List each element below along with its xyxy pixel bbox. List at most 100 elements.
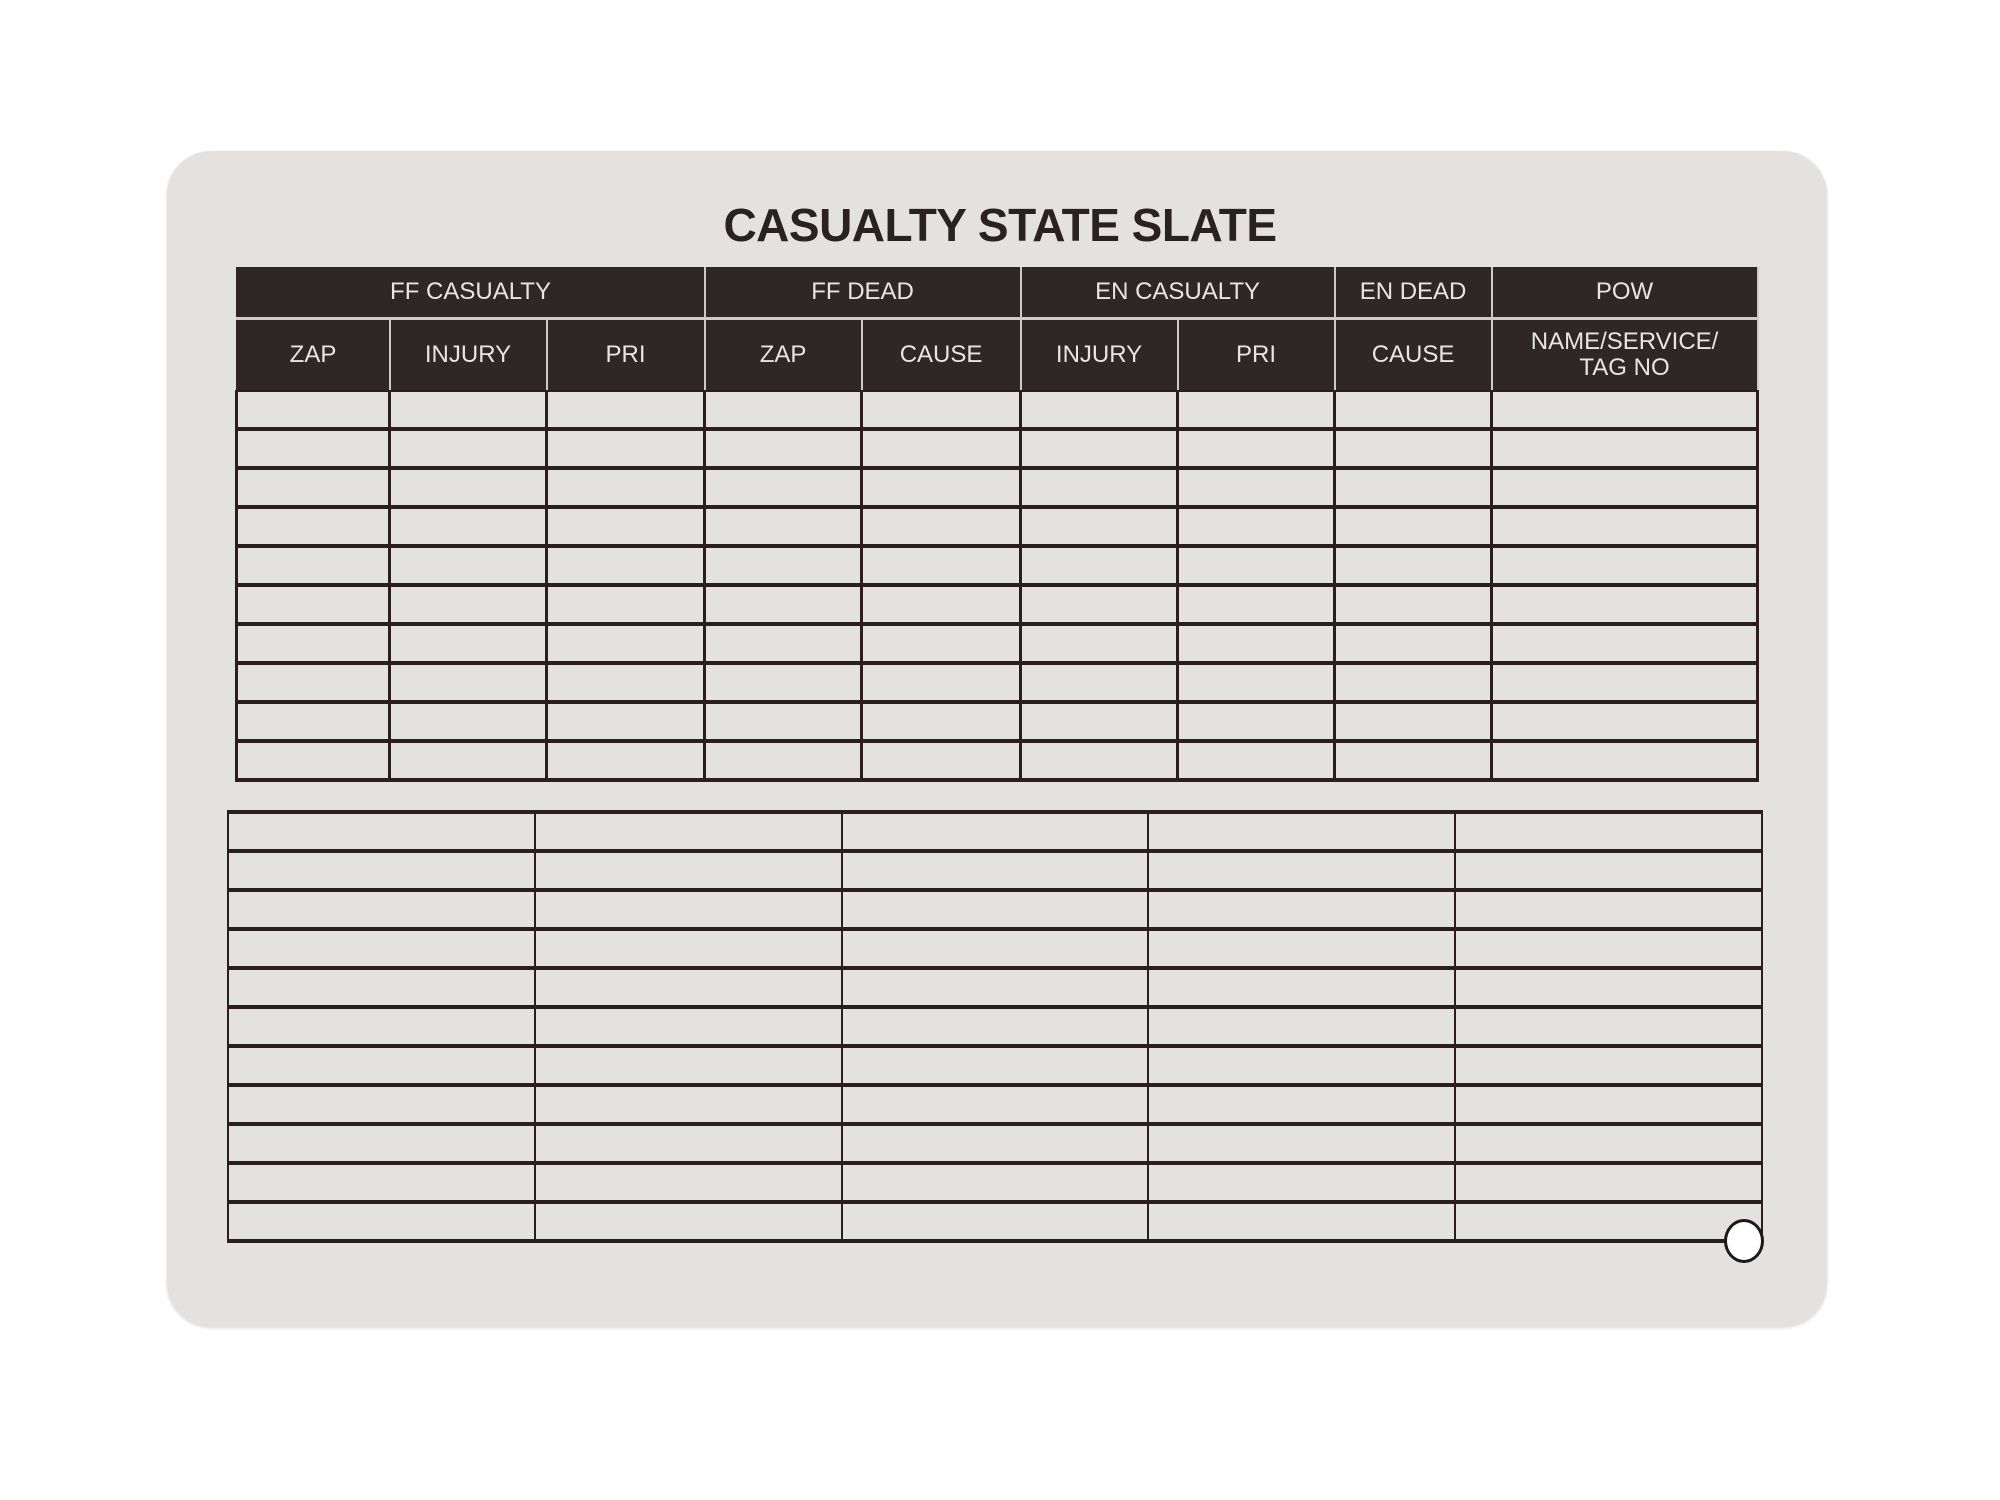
notes-entry-cell[interactable]	[1147, 1083, 1457, 1126]
casualty-entry-cell[interactable]	[1176, 623, 1337, 665]
casualty-entry-cell[interactable]	[703, 390, 864, 431]
notes-entry-cell[interactable]	[1454, 1083, 1763, 1126]
casualty-entry-cell[interactable]	[703, 545, 864, 587]
casualty-entry-cell[interactable]	[1176, 428, 1337, 470]
casualty-entry-cell[interactable]	[388, 740, 548, 782]
casualty-entry-cell[interactable]	[860, 623, 1023, 665]
casualty-entry-cell[interactable]	[1176, 662, 1337, 704]
notes-entry-cell[interactable]	[1454, 966, 1763, 1009]
casualty-entry-cell[interactable]	[544, 506, 707, 548]
notes-entry-cell[interactable]	[533, 1122, 843, 1165]
notes-entry-cell[interactable]	[227, 849, 536, 892]
notes-entry-cell[interactable]	[1454, 1161, 1763, 1204]
casualty-entry-cell[interactable]	[235, 623, 391, 665]
casualty-entry-cell[interactable]	[860, 467, 1023, 509]
casualty-entry-cell[interactable]	[1019, 662, 1180, 704]
casualty-entry-cell[interactable]	[1176, 506, 1337, 548]
notes-entry-cell[interactable]	[533, 1044, 843, 1087]
casualty-entry-cell[interactable]	[1333, 584, 1494, 626]
notes-entry-cell[interactable]	[227, 1161, 536, 1204]
casualty-entry-cell[interactable]	[235, 740, 391, 782]
casualty-entry-cell[interactable]	[388, 390, 548, 431]
casualty-entry-cell[interactable]	[1019, 428, 1180, 470]
casualty-entry-cell[interactable]	[860, 545, 1023, 587]
casualty-entry-cell[interactable]	[1019, 623, 1180, 665]
notes-entry-cell[interactable]	[1147, 849, 1457, 892]
notes-entry-cell[interactable]	[840, 810, 1150, 853]
notes-entry-cell[interactable]	[1147, 1005, 1457, 1048]
casualty-entry-cell[interactable]	[860, 662, 1023, 704]
notes-entry-cell[interactable]	[840, 1044, 1150, 1087]
notes-entry-cell[interactable]	[1147, 888, 1457, 931]
casualty-entry-cell[interactable]	[544, 623, 707, 665]
casualty-entry-cell[interactable]	[1490, 390, 1760, 431]
notes-entry-cell[interactable]	[1147, 810, 1457, 853]
casualty-entry-cell[interactable]	[1333, 428, 1494, 470]
casualty-entry-cell[interactable]	[544, 701, 707, 743]
notes-entry-cell[interactable]	[227, 1044, 536, 1087]
notes-entry-cell[interactable]	[840, 1161, 1150, 1204]
notes-entry-cell[interactable]	[1147, 1122, 1457, 1165]
notes-entry-cell[interactable]	[227, 927, 536, 970]
casualty-entry-cell[interactable]	[1333, 740, 1494, 782]
notes-entry-cell[interactable]	[227, 888, 536, 931]
notes-entry-cell[interactable]	[533, 1083, 843, 1126]
notes-entry-cell[interactable]	[533, 888, 843, 931]
casualty-entry-cell[interactable]	[235, 467, 391, 509]
casualty-entry-cell[interactable]	[1333, 701, 1494, 743]
notes-entry-cell[interactable]	[533, 966, 843, 1009]
casualty-entry-cell[interactable]	[1019, 701, 1180, 743]
notes-entry-cell[interactable]	[227, 1122, 536, 1165]
notes-entry-cell[interactable]	[227, 966, 536, 1009]
notes-entry-cell[interactable]	[533, 849, 843, 892]
casualty-entry-cell[interactable]	[388, 428, 548, 470]
notes-entry-cell[interactable]	[840, 1083, 1150, 1126]
notes-entry-cell[interactable]	[1454, 1122, 1763, 1165]
casualty-entry-cell[interactable]	[544, 467, 707, 509]
casualty-entry-cell[interactable]	[544, 428, 707, 470]
casualty-entry-cell[interactable]	[860, 584, 1023, 626]
notes-entry-cell[interactable]	[533, 1200, 843, 1243]
casualty-entry-cell[interactable]	[703, 740, 864, 782]
casualty-entry-cell[interactable]	[1490, 584, 1760, 626]
notes-entry-cell[interactable]	[227, 810, 536, 853]
casualty-entry-cell[interactable]	[544, 740, 707, 782]
casualty-entry-cell[interactable]	[1019, 390, 1180, 431]
casualty-entry-cell[interactable]	[1176, 545, 1337, 587]
notes-entry-cell[interactable]	[533, 927, 843, 970]
casualty-entry-cell[interactable]	[544, 584, 707, 626]
casualty-entry-cell[interactable]	[1333, 662, 1494, 704]
notes-entry-cell[interactable]	[1147, 1044, 1457, 1087]
notes-entry-cell[interactable]	[840, 1122, 1150, 1165]
casualty-entry-cell[interactable]	[860, 740, 1023, 782]
casualty-entry-cell[interactable]	[1490, 506, 1760, 548]
casualty-entry-cell[interactable]	[1490, 701, 1760, 743]
notes-entry-cell[interactable]	[1454, 1005, 1763, 1048]
notes-entry-cell[interactable]	[227, 1083, 536, 1126]
notes-entry-cell[interactable]	[1147, 1161, 1457, 1204]
casualty-entry-cell[interactable]	[1490, 467, 1760, 509]
casualty-entry-cell[interactable]	[235, 701, 391, 743]
casualty-entry-cell[interactable]	[1019, 584, 1180, 626]
casualty-entry-cell[interactable]	[544, 662, 707, 704]
notes-entry-cell[interactable]	[840, 849, 1150, 892]
casualty-entry-cell[interactable]	[1176, 740, 1337, 782]
notes-entry-cell[interactable]	[533, 1161, 843, 1204]
notes-entry-cell[interactable]	[1147, 1200, 1457, 1243]
casualty-entry-cell[interactable]	[1019, 545, 1180, 587]
notes-entry-cell[interactable]	[840, 888, 1150, 931]
casualty-entry-cell[interactable]	[1333, 506, 1494, 548]
notes-entry-cell[interactable]	[1454, 810, 1763, 853]
casualty-entry-cell[interactable]	[1333, 545, 1494, 587]
notes-entry-cell[interactable]	[1454, 849, 1763, 892]
casualty-entry-cell[interactable]	[1333, 467, 1494, 509]
casualty-entry-cell[interactable]	[388, 506, 548, 548]
casualty-entry-cell[interactable]	[703, 467, 864, 509]
casualty-entry-cell[interactable]	[703, 428, 864, 470]
casualty-entry-cell[interactable]	[235, 545, 391, 587]
casualty-entry-cell[interactable]	[1176, 584, 1337, 626]
notes-entry-cell[interactable]	[227, 1200, 536, 1243]
notes-entry-cell[interactable]	[1454, 1044, 1763, 1087]
notes-entry-cell[interactable]	[1454, 1200, 1763, 1243]
casualty-entry-cell[interactable]	[703, 701, 864, 743]
